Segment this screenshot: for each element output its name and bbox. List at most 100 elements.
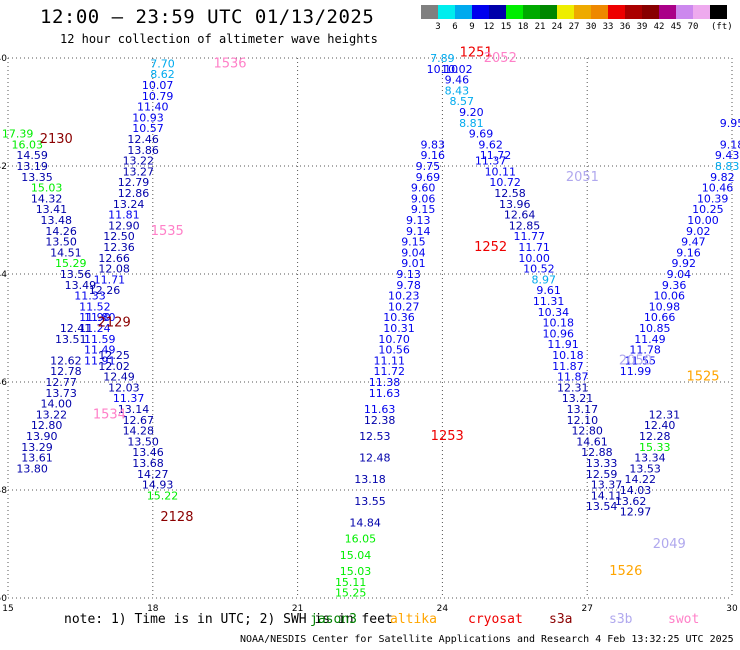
wave-height-value: 12.97	[620, 506, 652, 519]
wave-height-value: 10.27	[388, 300, 420, 313]
legend-satellite-altika: altika	[390, 612, 437, 627]
wave-height-value: 14.61	[576, 435, 608, 448]
wave-height-value: 13.51	[55, 333, 87, 346]
wave-height-value: 13.48	[41, 214, 73, 227]
wave-height-value: 10.07	[142, 79, 174, 92]
color-scale-unit: (ft)	[711, 22, 733, 32]
color-scale-label: 6	[452, 22, 458, 32]
wave-height-value: 11.49	[634, 333, 666, 346]
wave-height-value: 12.64	[504, 209, 536, 222]
pass-number-label: 1534	[93, 407, 126, 422]
pass-number-label: 2128	[160, 510, 193, 525]
wave-height-value: 10.85	[639, 322, 671, 335]
wave-height-value: 11.81	[108, 209, 140, 222]
wave-height-value: 12.78	[50, 365, 82, 378]
wave-height-value: 13.35	[21, 171, 53, 184]
color-scale-label: 27	[568, 22, 580, 32]
wave-height-value: 12.59	[586, 468, 618, 481]
x-tick-label: 18	[147, 604, 159, 614]
wave-height-value: 16.05	[345, 533, 377, 546]
wave-height-value: 13.50	[127, 435, 159, 448]
wave-height-value: 8.43	[445, 84, 470, 97]
wave-height-value: 9.15	[401, 236, 426, 249]
wave-height-value: 12.77	[45, 376, 77, 389]
wave-height-value: 10.11	[485, 165, 517, 178]
wave-height-value: 13.19	[16, 160, 48, 173]
wave-height-value: 9.20	[459, 106, 484, 119]
wave-height-value: 12.36	[103, 241, 135, 254]
wave-height-value: 14.26	[45, 225, 77, 238]
wave-height-value: 12.85	[509, 219, 541, 232]
wave-height-value: 12.03	[108, 381, 140, 394]
wave-height-value: 11.37	[475, 155, 507, 168]
color-scale-swatch	[557, 5, 574, 19]
wave-height-value: 11.37	[113, 392, 145, 405]
note-text: note: 1) Time is in UTC; 2) SWH is in fe…	[64, 612, 393, 627]
wave-height-value: 10.96	[542, 327, 574, 340]
wave-height-value: 10.98	[649, 300, 681, 313]
wave-height-value: 11.77	[514, 230, 546, 243]
color-scale-label: 12	[483, 22, 495, 32]
wave-height-value: 9.13	[396, 268, 421, 281]
wave-height-value: 12.80	[31, 419, 63, 432]
wave-height-value: 11.63	[369, 387, 401, 400]
wave-height-value: 13.54	[586, 500, 618, 513]
wave-height-value: 13.73	[45, 387, 77, 400]
legend-satellite-swot: swot	[668, 612, 700, 627]
wave-height-value: 10.79	[142, 90, 174, 103]
wave-height-value: 13.68	[132, 457, 164, 470]
legend-satellite-jason3: jason3	[310, 612, 357, 627]
footer-credit: NOAA/NESDIS Center for Satellite Applica…	[240, 634, 734, 645]
color-scale-label: 9	[469, 22, 475, 32]
wave-height-value: 13.22	[123, 155, 155, 168]
wave-height-value: 15.25	[335, 587, 367, 600]
pass-number-label: 2051	[566, 170, 599, 185]
wave-height-value: 12.62	[50, 354, 82, 367]
y-tick-label: -42	[0, 162, 7, 172]
wave-height-value: 12.86	[118, 187, 150, 200]
wave-height-value: 10.66	[644, 311, 676, 324]
pass-number-label: 2129	[98, 316, 131, 331]
wave-height-value: 11.59	[84, 333, 116, 346]
wave-height-value: 9.14	[406, 225, 431, 238]
wave-height-value: 16.03	[12, 138, 44, 151]
wave-height-value: 11.78	[629, 344, 661, 357]
x-tick-label: 27	[581, 604, 592, 614]
wave-height-value: 11.33	[74, 290, 106, 303]
wave-height-value: 12.31	[649, 408, 681, 421]
wave-height-value: 12.31	[557, 381, 589, 394]
wave-height-value: 13.55	[354, 495, 386, 508]
wave-height-value: 12.49	[103, 371, 135, 384]
wave-height-value: 10.10	[427, 63, 459, 76]
wave-height-value: 9.61	[536, 284, 561, 297]
wave-height-value: 17.39	[2, 128, 34, 141]
wave-height-value: 9.36	[662, 279, 687, 292]
wave-height-value: 9.02	[686, 225, 711, 238]
wave-height-value: 12.40	[644, 419, 676, 432]
color-scale-label: 39	[636, 22, 648, 32]
wave-height-value: 15.22	[147, 489, 179, 502]
wave-height-value: 14.22	[625, 473, 657, 486]
wave-height-value: 15.29	[55, 257, 87, 270]
wave-height-value: 13.50	[45, 236, 77, 249]
y-tick-label: -48	[0, 486, 7, 496]
wave-height-value: 13.46	[132, 446, 164, 459]
wave-height-value: 12.48	[359, 452, 391, 465]
wave-height-value: 11.80	[84, 311, 116, 324]
color-scale-swatch	[676, 5, 693, 19]
pass-number-label: 1253	[431, 429, 464, 444]
legend-satellite-s3b: s3b	[609, 612, 633, 627]
wave-height-value: 15.03	[340, 565, 372, 578]
wave-height-value: 12.53	[359, 430, 391, 443]
wave-height-value: 10.06	[654, 290, 686, 303]
wave-height-value: 10.36	[383, 311, 415, 324]
wave-height-value: 14.93	[142, 479, 174, 492]
wave-height-value: 14.11	[591, 489, 623, 502]
color-scale-swatch	[659, 5, 676, 19]
wave-height-value: 12.67	[123, 414, 155, 427]
wave-height-value: 11.72	[480, 149, 512, 162]
pass-number-label: 2050	[619, 353, 652, 368]
wave-height-value: 9.16	[420, 149, 445, 162]
wave-height-value: 12.38	[364, 414, 396, 427]
